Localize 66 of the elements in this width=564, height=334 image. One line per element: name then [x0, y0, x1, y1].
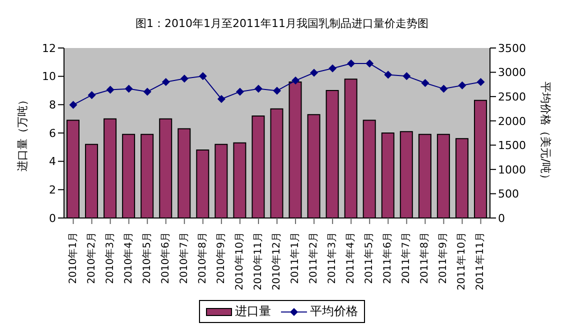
x-tick-label: 2010年3月	[104, 232, 116, 284]
point	[384, 70, 392, 79]
point	[106, 86, 114, 94]
y2-tick-label: 3500	[498, 42, 526, 55]
x-tick-label: 2011年4月	[344, 232, 357, 284]
point	[402, 72, 411, 80]
point	[198, 72, 207, 80]
y-tick-label: 6	[49, 126, 56, 140]
x-tick-label: 2011年1月	[289, 232, 302, 284]
point	[421, 78, 430, 87]
x-tick-label: 2011年11月	[474, 232, 486, 290]
x-tick-label: 2010年10月	[233, 232, 246, 290]
legend-label: 平均价格	[309, 303, 358, 320]
x-tick-label: 2011年3月	[326, 232, 338, 284]
point	[347, 60, 356, 68]
chart-title: 图1：2010年1月至2011年11月我国乳制品进口量价走势图	[134, 16, 430, 32]
x-tick-label: 2010年2月	[85, 232, 98, 284]
x-tick-label: 2010年12月	[270, 232, 282, 290]
x-tick-label: 2010年11月	[252, 232, 264, 290]
point	[476, 78, 485, 86]
x-tick-label: 2010年5月	[140, 232, 153, 284]
point	[162, 78, 170, 86]
y-tick-label: 2	[49, 184, 56, 197]
x-tick-label: 2011年7月	[400, 232, 412, 284]
y-tick-label: 8	[49, 98, 56, 112]
point	[254, 84, 262, 93]
x-tick-label: 2011年10月	[456, 232, 468, 290]
x-tick-label: 2011年9月	[437, 232, 450, 284]
point	[366, 60, 374, 68]
point	[458, 81, 466, 90]
y-tick-label: 4	[49, 155, 56, 168]
point	[310, 68, 318, 77]
y2-axis-title: 平均价格（美元/吨）	[539, 82, 552, 184]
point	[180, 74, 188, 83]
point	[273, 86, 281, 95]
x-tick-label: 2010年7月	[178, 232, 190, 284]
point	[328, 64, 337, 72]
y2-tick-label: 2500	[498, 90, 526, 104]
x-tick-label: 2010年1月	[66, 232, 79, 284]
point	[124, 84, 133, 93]
y2-tick-label: 3000	[498, 66, 526, 80]
legend-label: 进口量	[234, 303, 271, 320]
y2-tick-label: 0	[498, 212, 505, 225]
y2-tick-label: 2000	[498, 114, 526, 128]
x-tick-label: 2011年2月	[308, 232, 320, 284]
y2-tick-label: 500	[498, 188, 519, 201]
y-axis-title: 进口量（万吨）	[16, 94, 29, 172]
point	[236, 88, 244, 96]
x-tick-label: 2010年6月	[159, 232, 172, 284]
point	[69, 100, 78, 109]
x-tick-label: 2011年8月	[418, 232, 431, 284]
point	[292, 76, 300, 85]
y-tick-label: 12	[42, 42, 56, 55]
point	[440, 84, 448, 93]
y-tick-label: 0	[49, 212, 56, 225]
y2-tick-label: 1500	[498, 139, 526, 152]
point	[88, 91, 96, 100]
x-tick-label: 2011年6月	[382, 232, 394, 284]
x-tick-label: 2010年4月	[122, 232, 134, 284]
x-tick-label: 2011年5月	[363, 232, 376, 284]
y2-tick-label: 1000	[498, 163, 526, 176]
x-tick-label: 2010年8月	[196, 232, 208, 284]
point	[143, 88, 152, 96]
x-tick-label: 2010年9月	[214, 232, 227, 284]
point	[217, 95, 226, 103]
y-tick-label: 10	[42, 70, 56, 84]
